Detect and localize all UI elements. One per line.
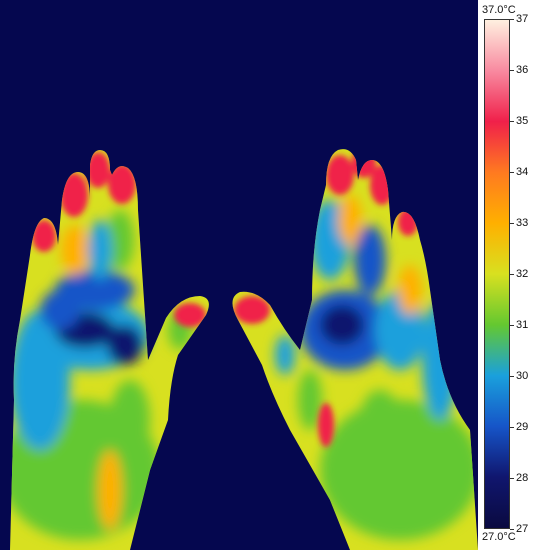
scale-tick-mark — [510, 478, 514, 479]
scale-tick-label: 32 — [516, 268, 529, 280]
scale-tick-mark — [510, 274, 514, 275]
scale-tick-label: 28 — [516, 472, 529, 484]
scale-tick-label: 35 — [516, 115, 529, 127]
scale-tick-mark — [510, 376, 514, 377]
scale-tick-label: 37 — [516, 13, 529, 25]
temperature-scale: 37.0°C 37 36 35 34 33 32 31 30 29 28 27 27.0°C — [478, 0, 550, 550]
scale-tick-label: 34 — [516, 166, 529, 178]
scale-tick-mark — [510, 529, 514, 530]
scale-tick-label: 33 — [516, 217, 529, 229]
scale-tick-mark — [510, 172, 514, 173]
scale-min-label: 27.0°C — [482, 531, 516, 543]
scale-tick-label: 31 — [516, 319, 529, 331]
scale-max-label: 37.0°C — [482, 4, 516, 16]
scale-tick-mark — [510, 121, 514, 122]
scale-tick-label: 27 — [516, 523, 529, 535]
color-scale-bar — [484, 19, 510, 529]
scale-tick-mark — [510, 19, 514, 20]
scale-tick-label: 36 — [516, 64, 529, 76]
scale-tick-mark — [510, 223, 514, 224]
scale-tick-label: 30 — [516, 370, 529, 382]
scale-tick-mark — [510, 70, 514, 71]
scale-tick-mark — [510, 427, 514, 428]
scale-tick-label: 29 — [516, 421, 529, 433]
thermal-image — [0, 0, 478, 550]
scale-tick-mark — [510, 325, 514, 326]
